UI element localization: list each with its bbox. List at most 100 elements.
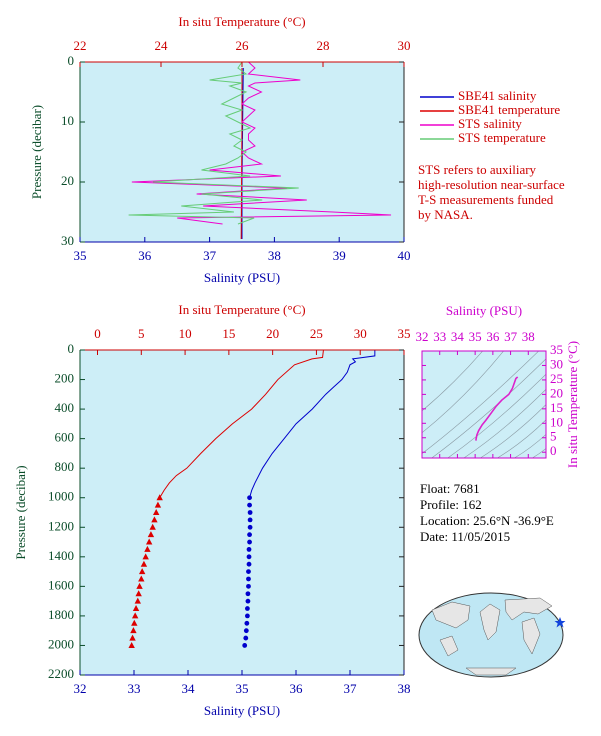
marker <box>138 568 146 575</box>
x-tick-label: 38 <box>522 329 535 344</box>
y-tick-label: 0 <box>68 53 75 68</box>
y-axis-title: In situ Temperature (°C) <box>565 341 580 468</box>
x-tick-label: 37 <box>344 681 358 696</box>
x2-tick-label: 28 <box>317 38 330 53</box>
x-axis-title: Salinity (PSU) <box>446 303 522 318</box>
contour <box>531 448 546 458</box>
marker <box>136 582 143 589</box>
marker <box>152 509 160 515</box>
info-line: Location: 25.6°N -36.9°E <box>420 513 554 528</box>
x2-tick-label: 35 <box>398 326 411 341</box>
x-tick-label: 33 <box>433 329 446 344</box>
marker <box>132 605 140 612</box>
x-tick-label: 38 <box>268 248 281 263</box>
marker <box>245 606 250 611</box>
contour <box>431 358 546 458</box>
marker <box>246 561 252 567</box>
y-tick-label: 2000 <box>48 636 74 651</box>
y-tick-label: 1600 <box>48 577 74 592</box>
x-tick-label: 34 <box>451 329 465 344</box>
y-tick-label: 30 <box>61 233 74 248</box>
annotation: T-S measurements funded <box>418 192 554 207</box>
x2-tick-label: 30 <box>398 38 411 53</box>
x-tick-label: 37 <box>203 248 217 263</box>
marker <box>145 538 153 545</box>
map-land <box>439 635 459 657</box>
contour <box>496 419 546 458</box>
world-map <box>418 592 566 678</box>
ts-line <box>475 376 519 441</box>
y-tick-label: 800 <box>55 459 75 474</box>
x-tick-label: 39 <box>333 248 346 263</box>
info-line: Float: 7681 <box>420 481 480 496</box>
marker <box>247 495 252 501</box>
ts-background <box>422 351 546 458</box>
marker <box>247 517 253 523</box>
marker <box>247 524 253 530</box>
y-tick-label: 30 <box>550 356 563 371</box>
legend-label: STS temperature <box>458 130 546 145</box>
x-tick-label: 38 <box>398 681 411 696</box>
x-tick-label: 32 <box>416 329 429 344</box>
x-tick-label: 36 <box>290 681 304 696</box>
marker <box>246 576 251 582</box>
map-land <box>479 603 501 641</box>
y-tick-label: 0 <box>68 341 75 356</box>
y-tick-label: 1400 <box>48 548 74 563</box>
marker <box>245 598 251 604</box>
x-tick-label: 40 <box>398 248 411 263</box>
x2-tick-label: 30 <box>354 326 367 341</box>
x-axis-title: Salinity (PSU) <box>204 703 280 718</box>
contour <box>422 351 504 434</box>
x2-axis-title: In situ Temperature (°C) <box>178 14 305 29</box>
annotation: high-resolution near-surface <box>418 177 565 192</box>
marker <box>128 641 135 648</box>
x-tick-label: 32 <box>74 681 87 696</box>
marker <box>244 620 250 626</box>
y-tick-label: 1800 <box>48 607 74 622</box>
map-land <box>465 667 517 676</box>
y-tick-label: 5 <box>550 429 557 444</box>
profile-line <box>128 61 299 225</box>
marker <box>247 532 252 538</box>
info-line: Date: 11/05/2015 <box>420 529 510 544</box>
legend-label: SBE41 salinity <box>458 88 537 103</box>
x-tick-label: 35 <box>74 248 87 263</box>
x2-tick-label: 0 <box>94 326 101 341</box>
x2-tick-label: 26 <box>236 38 250 53</box>
marker <box>144 545 151 552</box>
marker <box>245 591 251 597</box>
contour <box>463 388 546 458</box>
annotation: STS refers to auxiliary <box>418 162 537 177</box>
y-tick-label: 20 <box>550 385 563 400</box>
marker <box>247 510 253 515</box>
marker <box>142 553 149 560</box>
marker <box>242 643 248 648</box>
marker <box>243 635 249 641</box>
map-land <box>504 597 553 621</box>
marker <box>130 627 137 634</box>
legend-label: SBE41 temperature <box>458 102 560 117</box>
map-land <box>431 601 471 629</box>
marker <box>138 575 145 582</box>
x-tick-label: 35 <box>469 329 482 344</box>
y-tick-label: 200 <box>55 371 75 386</box>
marker <box>131 612 139 619</box>
x2-tick-label: 20 <box>266 326 279 341</box>
contour <box>422 351 484 412</box>
map-land <box>521 617 541 655</box>
marker <box>134 597 141 604</box>
y-tick-label: 15 <box>550 400 563 415</box>
marker <box>154 501 162 508</box>
x-tick-label: 36 <box>138 248 152 263</box>
profile-line <box>249 350 376 498</box>
marker <box>149 523 156 530</box>
plot-background <box>80 350 404 675</box>
x2-tick-label: 25 <box>310 326 323 341</box>
legend-label: STS salinity <box>458 116 522 131</box>
profile-line <box>159 349 324 498</box>
marker <box>246 554 252 560</box>
